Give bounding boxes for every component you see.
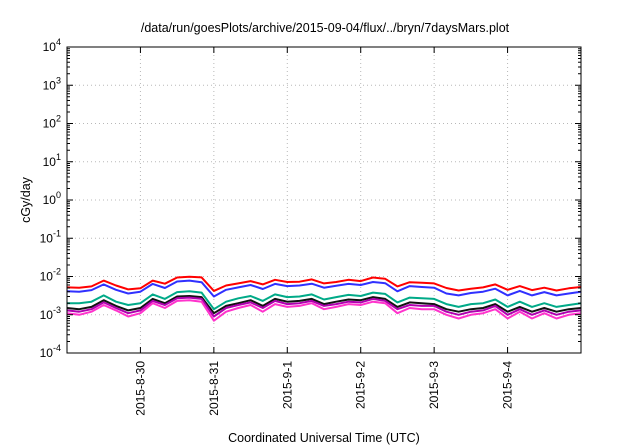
- x-tick-label: 2015-8-30: [133, 361, 147, 416]
- y-tick-label: 100: [43, 190, 61, 207]
- y-tick-label: 103: [43, 75, 61, 92]
- x-tick-label: 2015-9-3: [427, 361, 441, 409]
- series-line-6: [66, 299, 582, 322]
- y-tick-label: 10-4: [40, 343, 61, 360]
- series-line-1: [66, 275, 582, 292]
- x-tick-label: 2015-9-2: [354, 361, 368, 409]
- series-line-2: [66, 279, 582, 298]
- tick-layer: 10-4 10-3 10-2 10-1 100 101 102 103 104 2015-8-30…: [40, 37, 581, 416]
- y-tick-label: 10-2: [40, 267, 61, 284]
- y-tick-label: 101: [43, 152, 61, 169]
- grid-layer: [67, 47, 581, 353]
- y-tick-label: 10-1: [40, 228, 61, 245]
- y-tick-label: 102: [43, 114, 61, 131]
- chart-title: /data/run/goesPlots/archive/2015-09-04/f…: [141, 21, 510, 35]
- series-line-5: [66, 296, 582, 318]
- x-tick-label: 2015-9-1: [280, 361, 294, 409]
- y-tick-label: 10-3: [40, 305, 61, 322]
- x-tick-label: 2015-8-31: [207, 361, 221, 416]
- y-axis-label: cGy/day: [19, 176, 33, 223]
- series-line-3: [67, 290, 582, 311]
- series-layer: [66, 275, 582, 322]
- series-line-4: [66, 295, 582, 315]
- x-tick-label: 2015-9-4: [501, 361, 515, 409]
- x-axis-label: Coordinated Universal Time (UTC): [228, 431, 420, 445]
- y-tick-label: 104: [43, 37, 61, 54]
